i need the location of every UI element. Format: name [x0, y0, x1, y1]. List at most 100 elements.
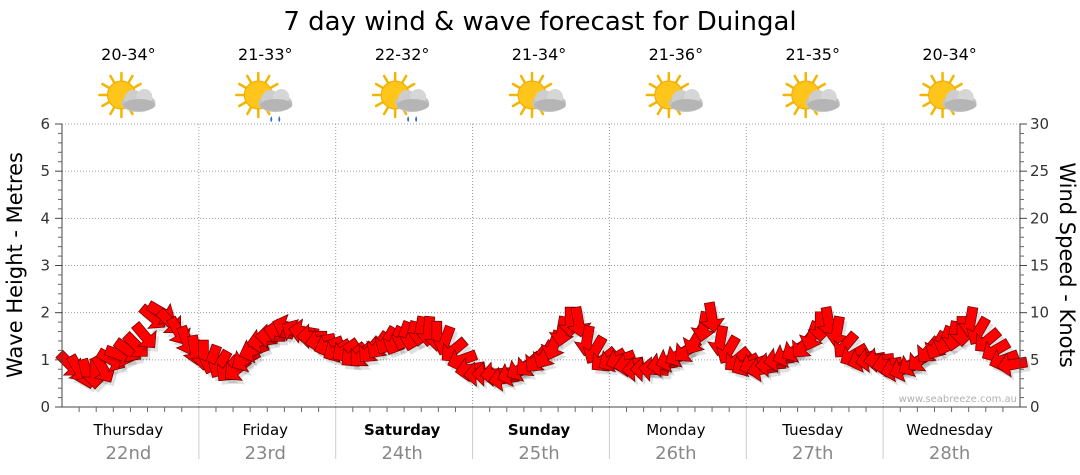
axis-layer: 0 1 2 3 4 5 6 0 5 10 15 20 25 30 — [40, 115, 1049, 416]
sun-ray — [270, 82, 279, 89]
cloud-part — [534, 99, 566, 111]
sun-ray — [237, 101, 247, 108]
day-name: Sunday — [508, 421, 571, 439]
y-axis-label-right: Wind Speed - Knots — [1055, 162, 1079, 367]
sun-ray — [954, 82, 963, 89]
y-tick-label-left: 6 — [40, 115, 50, 133]
cloud-part — [807, 99, 840, 111]
day-temperature: 22-32° — [375, 45, 430, 64]
grid-layer — [62, 123, 1020, 459]
sun-ray — [793, 74, 800, 84]
sun-ray — [109, 106, 116, 116]
sun-ray — [656, 106, 663, 116]
showers-icon — [371, 71, 430, 122]
sun-ray — [382, 106, 389, 116]
wind-arrow — [823, 315, 850, 347]
day-date: 22nd — [106, 443, 152, 464]
y-tick-label-left: 0 — [40, 398, 50, 416]
watermark: www.seabreeze.com.au — [899, 394, 1017, 405]
y-tick-label-left: 4 — [40, 209, 50, 227]
sun-ray — [922, 101, 931, 108]
sun-ray — [246, 74, 253, 84]
cloud-part — [123, 99, 156, 111]
day-name: Tuesday — [781, 421, 843, 439]
cloud-part — [397, 99, 430, 111]
sun-ray — [246, 106, 253, 116]
rain-drop — [415, 116, 418, 122]
sun-ray — [922, 82, 931, 89]
day-date: 27th — [792, 443, 833, 464]
wind-arrow — [699, 301, 726, 333]
sun-ray — [811, 74, 818, 84]
y-tick-label-right: 20 — [1030, 209, 1049, 227]
sun-ray — [511, 82, 521, 89]
y-axis-label-left: Wave Height - Metres — [3, 152, 27, 378]
sun-ray — [406, 82, 416, 89]
partly-cloudy-icon — [98, 71, 156, 119]
y-tick-label-left: 1 — [40, 351, 50, 369]
sun-ray — [930, 74, 937, 84]
sun-ray — [101, 101, 110, 108]
day-date: 25th — [518, 443, 559, 464]
day-name: Wednesday — [906, 421, 993, 439]
wind-arrow — [966, 315, 991, 345]
cloud-part — [260, 99, 293, 111]
sun-ray — [127, 74, 134, 84]
sun-ray — [374, 101, 384, 108]
day-name: Thursday — [93, 421, 164, 439]
y-tick-label-left: 2 — [40, 304, 50, 322]
day-temperature: 20-34° — [101, 45, 156, 64]
cloud-part — [670, 99, 703, 111]
sun-ray — [648, 82, 658, 89]
sun-ray — [519, 106, 526, 116]
sun-ray — [109, 74, 116, 84]
sun-ray — [401, 74, 408, 84]
day-temperature: 21-34° — [512, 45, 567, 64]
day-name: Saturday — [364, 421, 441, 439]
rain-drop — [278, 116, 281, 122]
sun-ray — [793, 106, 800, 116]
chart-title: 7 day wind & wave forecast for Duingal — [283, 7, 796, 37]
sun-ray — [519, 74, 526, 84]
wind-arrow-layer — [55, 300, 1031, 396]
sun-ray — [648, 101, 658, 108]
day-name: Monday — [646, 421, 705, 439]
sun-ray — [656, 74, 663, 84]
wind-arrow — [582, 334, 608, 364]
partly-cloudy-icon — [782, 71, 840, 119]
sun-ray — [930, 106, 937, 116]
sun-ray — [374, 82, 384, 89]
cloud-part — [944, 99, 977, 111]
day-temperature: 21-33° — [238, 45, 293, 64]
sun-ray — [785, 82, 794, 89]
wind-arrow — [716, 334, 741, 364]
rain-drop — [407, 116, 410, 122]
sun-ray — [948, 74, 955, 84]
sun-ray — [133, 82, 142, 89]
day-temperature: 21-35° — [785, 45, 840, 64]
rain-drop — [270, 116, 273, 122]
y-tick-label-right: 25 — [1030, 162, 1049, 180]
y-tick-label-right: 0 — [1030, 398, 1040, 416]
sun-ray — [817, 82, 827, 89]
sun-ray — [680, 82, 690, 89]
showers-icon — [235, 71, 293, 122]
day-temperature: 20-34° — [922, 45, 977, 64]
wind-arrow — [131, 321, 157, 349]
y-tick-label-left: 5 — [40, 162, 50, 180]
weather-icon-layer — [98, 71, 977, 122]
day-temperature: 21-36° — [649, 45, 704, 64]
y-tick-label-right: 5 — [1030, 351, 1040, 369]
day-date: 24th — [381, 443, 422, 464]
sun-ray — [511, 101, 521, 108]
sun-ray — [382, 74, 389, 84]
partly-cloudy-icon — [919, 71, 977, 119]
y-tick-label-right: 10 — [1030, 304, 1049, 322]
day-date: 26th — [655, 443, 696, 464]
y-tick-label-right: 30 — [1030, 115, 1049, 133]
partly-cloudy-icon — [508, 71, 566, 119]
partly-cloudy-icon — [645, 71, 703, 119]
day-date: 28th — [929, 443, 970, 464]
y-tick-label-left: 3 — [40, 257, 50, 275]
